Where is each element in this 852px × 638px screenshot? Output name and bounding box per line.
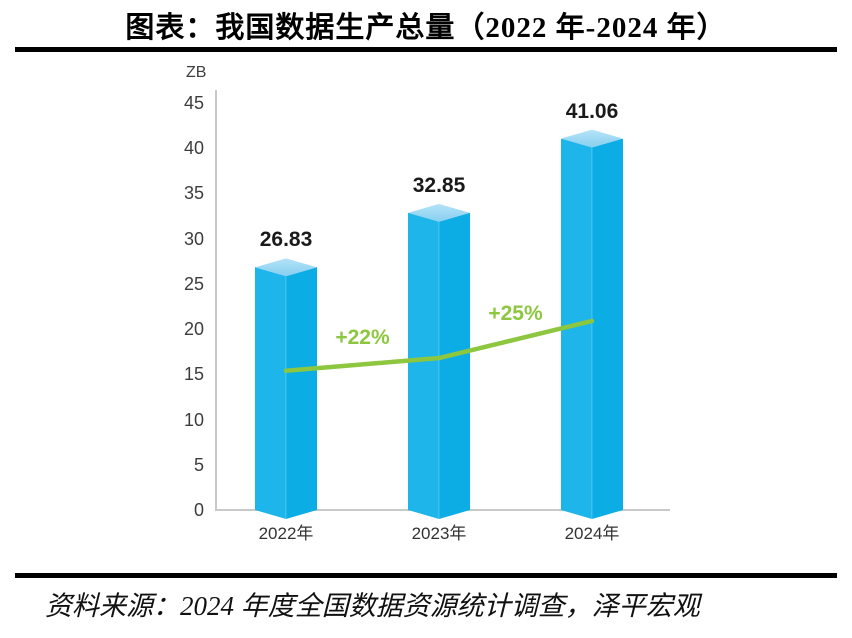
bar-2024年: [561, 138, 623, 510]
x-axis-label: 2023年: [411, 524, 467, 543]
y-tick-label: 5: [193, 454, 204, 475]
bar-bottom-edge: [561, 501, 623, 519]
y-tick-label: 35: [183, 183, 204, 204]
growth-rate-label: +25%: [488, 301, 543, 325]
bar-bottom-edge: [255, 501, 317, 519]
y-tick-label: 20: [183, 319, 204, 340]
y-tick-label: 25: [183, 273, 204, 294]
x-axis-label: 2022年: [258, 524, 314, 543]
bottom-divider-rule: [15, 573, 837, 578]
bar-2023年: [408, 212, 470, 510]
bar-top-cap: [561, 129, 623, 148]
bar-value-label: 26.83: [259, 228, 313, 252]
y-axis-unit-label: ZB: [186, 64, 207, 81]
bar-bottom-edge: [408, 501, 470, 519]
growth-rate-label: +22%: [335, 326, 390, 350]
y-axis-line: [215, 90, 217, 510]
y-tick-label: 15: [183, 364, 204, 385]
y-tick-label: 30: [183, 228, 204, 249]
y-tick-label: 45: [183, 93, 204, 113]
source-note: 资料来源：2024 年度全国数据资源统计调查，泽平宏观: [45, 591, 700, 621]
y-tick-label: 40: [183, 138, 204, 159]
bar-top-cap: [408, 203, 470, 222]
bar-top-cap: [255, 258, 317, 277]
bar-2022年: [255, 267, 317, 510]
chart-title: 图表：我国数据生产总量（2022 年-2024 年）: [125, 12, 727, 44]
y-tick-label: 10: [183, 409, 204, 430]
y-tick-label: 0: [193, 500, 204, 520]
top-divider-rule: [15, 47, 837, 52]
bar-value-label: 32.85: [412, 173, 466, 197]
x-axis-label: 2024年: [564, 524, 620, 543]
bar-value-label: 41.06: [565, 99, 619, 123]
